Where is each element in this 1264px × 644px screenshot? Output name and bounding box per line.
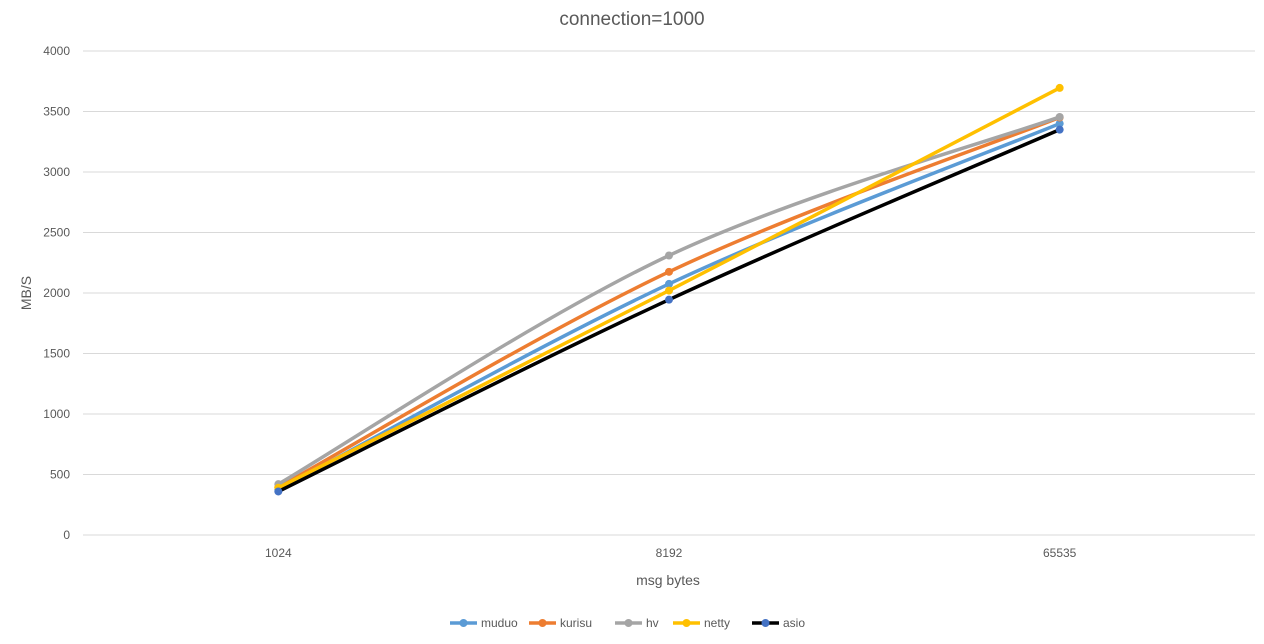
data-point-hv-65535 — [1055, 112, 1064, 121]
legend-label: muduo — [481, 616, 518, 630]
data-point-netty-8192 — [665, 286, 673, 295]
legend-label: netty — [704, 616, 730, 630]
y-tick-label: 0 — [63, 528, 70, 542]
series-asio — [274, 125, 1064, 496]
data-point-muduo-65535 — [1055, 119, 1064, 128]
x-axis-label: msg bytes — [636, 572, 700, 588]
y-axis-ticks: 0 500 1000 1500 2000 2500 3000 3500 4000 — [43, 44, 70, 542]
y-tick-label: 1000 — [43, 407, 70, 421]
data-point-kurisu-8192 — [665, 267, 673, 276]
series-muduo — [274, 119, 1064, 494]
legend-swatch-marker — [682, 619, 691, 627]
series-netty — [274, 83, 1064, 492]
legend-item-muduo: muduo — [450, 616, 518, 630]
legend-swatch-marker — [761, 619, 770, 627]
x-tick-label: 8192 — [656, 546, 683, 560]
data-point-muduo-8192 — [665, 279, 673, 288]
y-tick-label: 4000 — [43, 44, 70, 58]
legend-label: hv — [646, 616, 659, 630]
y-tick-label: 2500 — [43, 226, 70, 240]
x-tick-label: 1024 — [265, 546, 292, 560]
y-tick-label: 1500 — [43, 347, 70, 361]
x-axis-ticks: 1024 8192 65535 — [265, 546, 1077, 560]
data-point-asio-8192 — [665, 295, 673, 304]
chart-title: connection=1000 — [559, 9, 704, 30]
legend-item-kurisu: kurisu — [529, 616, 592, 630]
legend-item-asio: asio — [752, 616, 805, 630]
series-lines — [274, 83, 1064, 496]
y-tick-label: 3000 — [43, 165, 70, 179]
legend-swatch-marker — [538, 619, 547, 627]
legend-swatch-marker — [459, 619, 468, 627]
legend-label: kurisu — [560, 616, 592, 630]
legend-item-hv: hv — [615, 616, 659, 630]
data-point-netty-65535 — [1055, 83, 1064, 92]
x-tick-label: 65535 — [1043, 546, 1077, 560]
legend: muduo kurisu hv netty asio — [450, 616, 805, 630]
y-tick-label: 3500 — [43, 105, 70, 119]
y-axis-label: MB/S — [18, 276, 34, 310]
legend-swatch-marker — [624, 619, 633, 627]
data-point-hv-8192 — [665, 251, 673, 260]
legend-item-netty: netty — [673, 616, 730, 630]
y-tick-label: 500 — [50, 468, 70, 482]
series-line-asio — [276, 127, 1062, 494]
data-point-asio-1024 — [274, 487, 283, 496]
y-tick-label: 2000 — [43, 286, 70, 300]
data-point-asio-65535 — [1055, 125, 1064, 134]
legend-label: asio — [783, 616, 805, 630]
